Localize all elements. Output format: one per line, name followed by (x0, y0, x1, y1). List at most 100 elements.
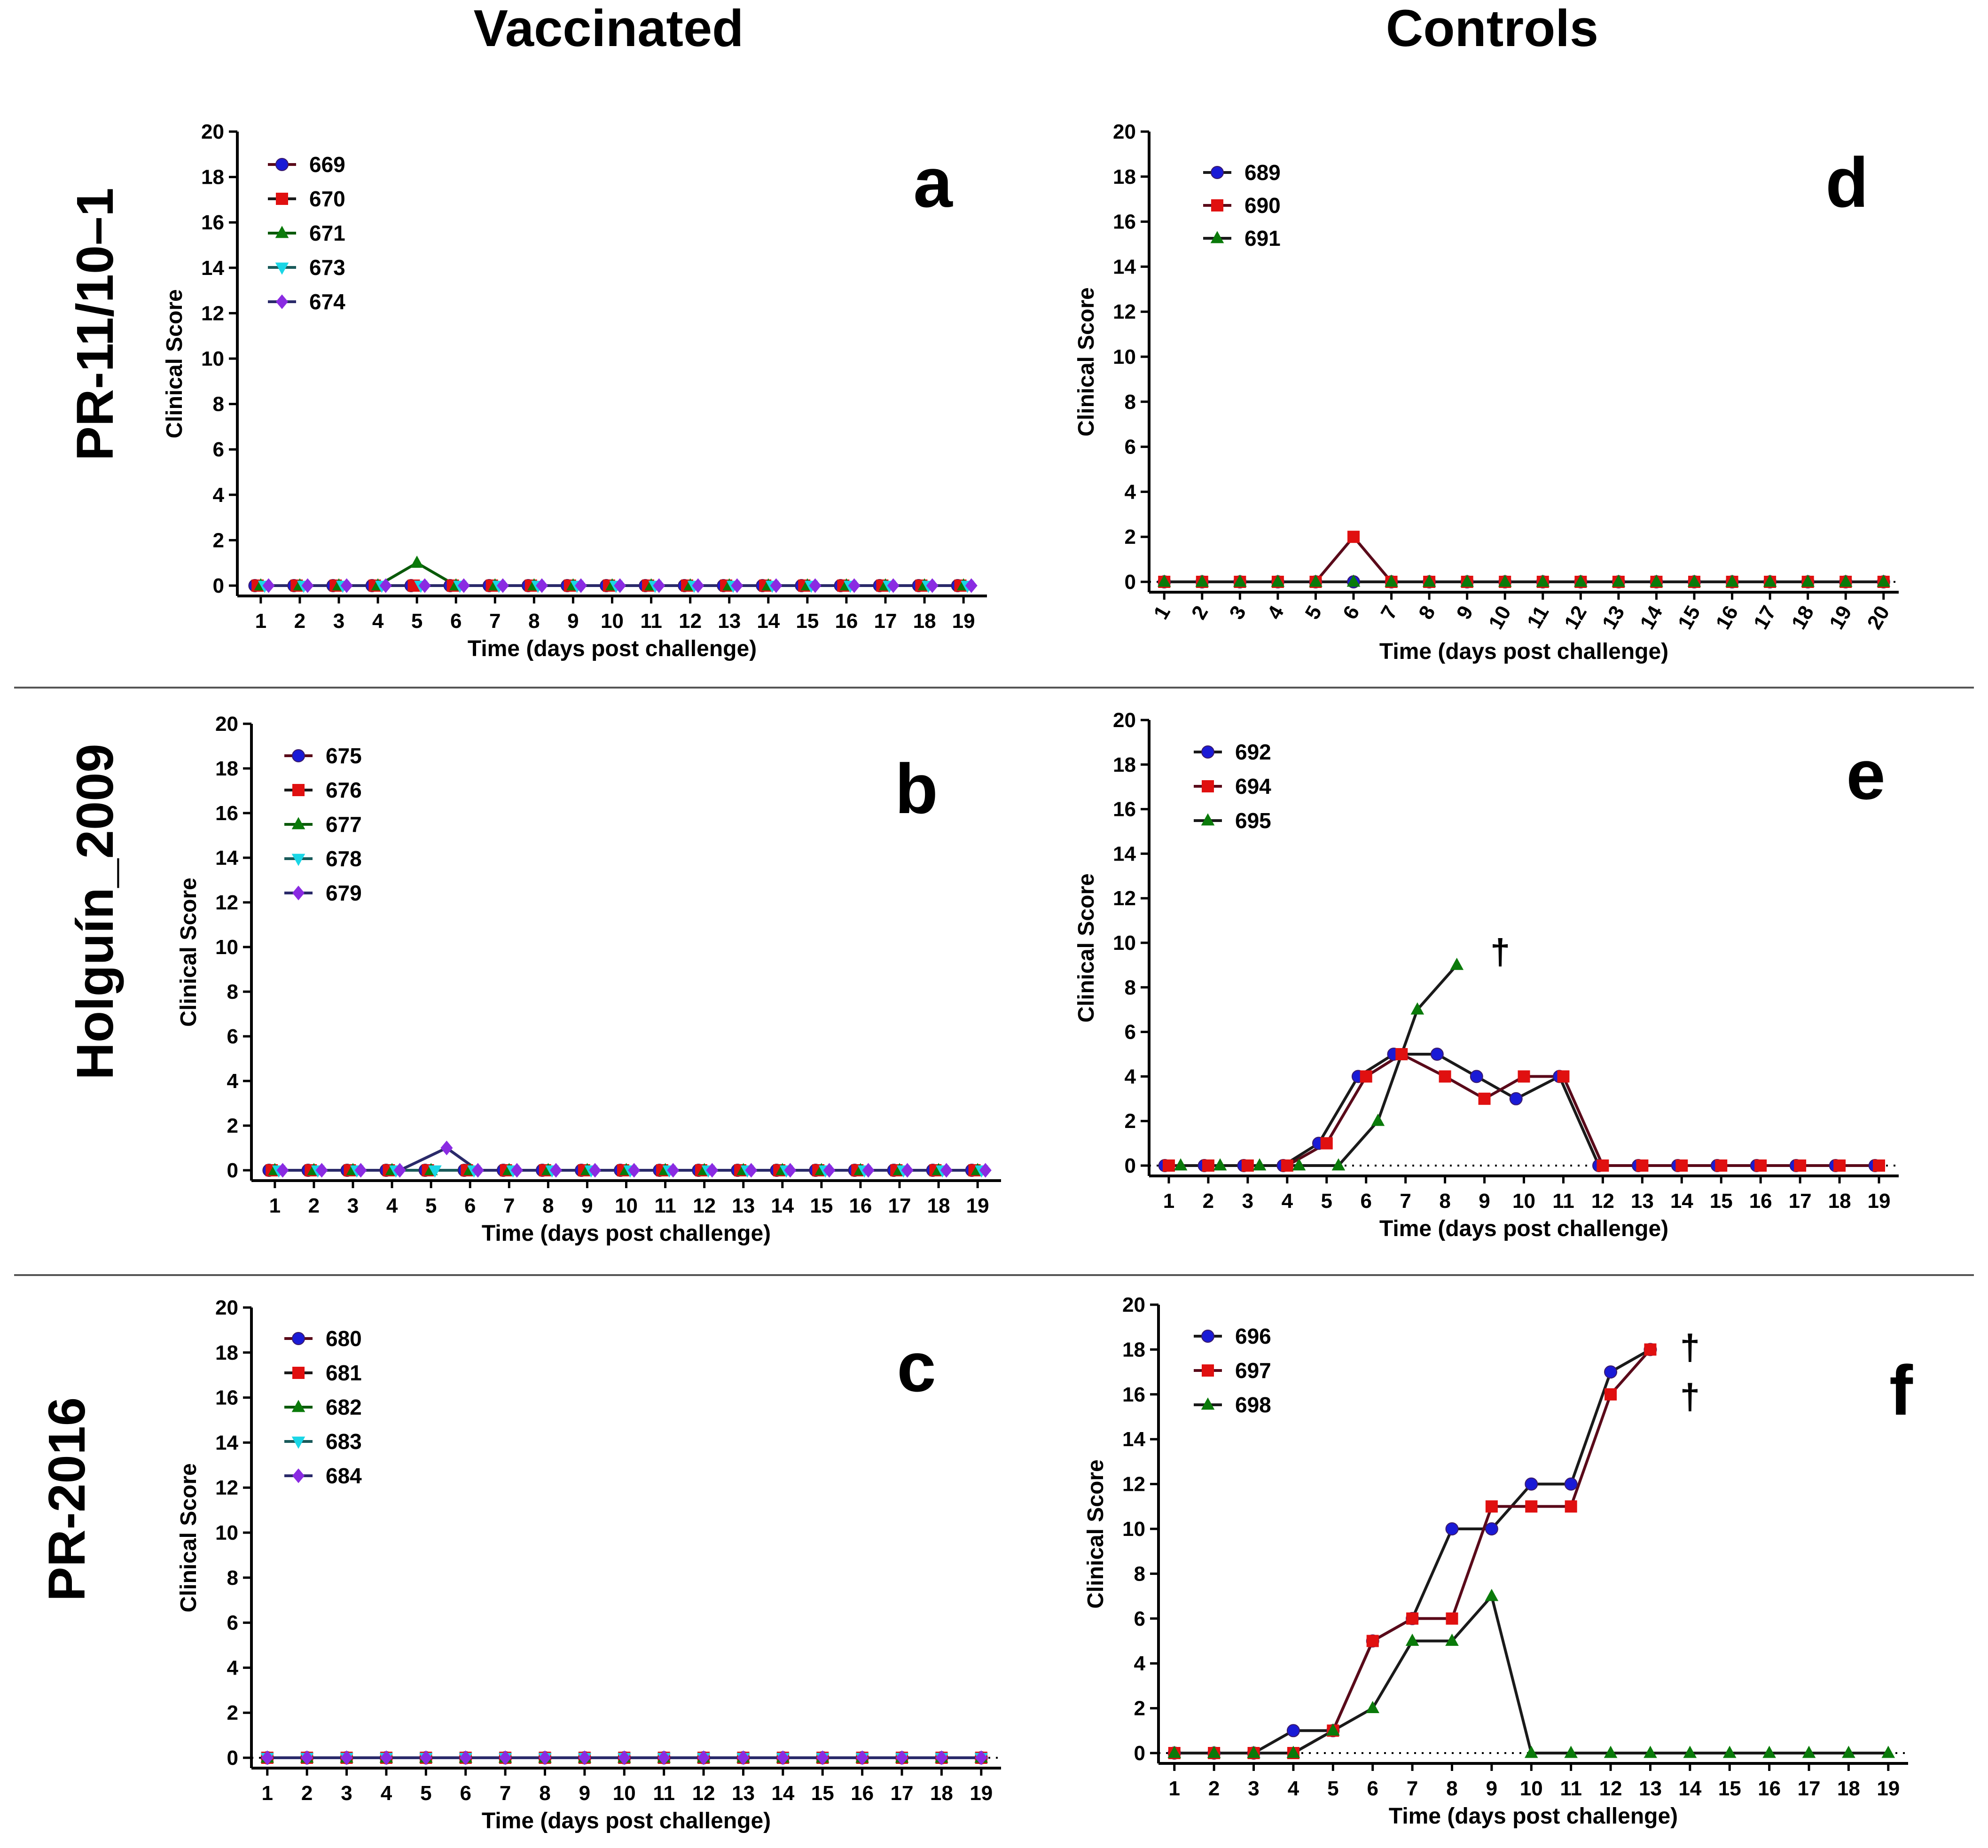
x-tick-label: 7 (503, 1194, 515, 1217)
y-tick-label: 18 (1113, 165, 1136, 188)
y-tick-label: 0 (213, 574, 224, 597)
y-tick-label: 16 (215, 1386, 238, 1409)
x-tick-label: 13 (718, 610, 741, 633)
legend-marker-695 (1201, 813, 1215, 826)
y-tick-label: 2 (213, 529, 224, 552)
x-tick-label: 15 (810, 1194, 833, 1217)
legend-marker-690 (1211, 199, 1223, 211)
data-point-684 (578, 1750, 591, 1765)
data-point-694 (1395, 1048, 1408, 1060)
data-point-698 (1485, 1589, 1499, 1601)
data-point-679 (940, 1163, 953, 1178)
data-point-694 (1202, 1159, 1214, 1172)
data-point-674 (457, 578, 470, 593)
y-tick-label: 4 (1125, 480, 1136, 503)
data-point-684 (935, 1750, 948, 1765)
data-point-698 (1683, 1746, 1697, 1758)
data-point-684 (261, 1750, 274, 1765)
data-point-684 (856, 1750, 869, 1765)
x-tick-label: 14 (1636, 602, 1667, 633)
panel-letter-e: e (1846, 735, 1885, 814)
x-tick-label: 14 (1678, 1777, 1701, 1800)
data-point-691 (1346, 574, 1361, 587)
x-tick-label: 4 (386, 1194, 398, 1217)
data-point-684 (420, 1750, 432, 1765)
x-tick-label: 6 (1367, 1777, 1378, 1800)
legend-label-678: 678 (326, 846, 362, 871)
x-tick-label: 5 (411, 610, 423, 633)
data-point-674 (614, 578, 626, 593)
x-tick-label: 11 (1560, 1777, 1582, 1800)
data-point-671 (410, 556, 424, 568)
data-point-695 (1174, 1158, 1188, 1171)
y-axis-label: Clinical Score (1074, 287, 1099, 436)
y-tick-label: 0 (1125, 571, 1136, 594)
legend-label-675: 675 (326, 744, 362, 768)
x-tick-label: 13 (732, 1782, 755, 1805)
data-point-674 (770, 578, 783, 593)
y-tick-label: 12 (1122, 1473, 1145, 1496)
x-tick-label: 19 (966, 1194, 989, 1217)
data-point-698 (1604, 1746, 1618, 1758)
data-point-679 (393, 1163, 406, 1178)
x-tick-label: 3 (347, 1194, 359, 1217)
x-tick-label: 1 (1163, 1190, 1174, 1213)
legend-label-692: 692 (1235, 740, 1271, 764)
data-point-684 (499, 1750, 512, 1765)
legend-label-691: 691 (1244, 226, 1281, 251)
data-point-679 (276, 1163, 289, 1178)
data-point-698 (1405, 1633, 1419, 1646)
data-point-690 (1347, 531, 1360, 543)
legend-label-698: 698 (1235, 1393, 1271, 1417)
x-tick-label: 9 (579, 1782, 590, 1805)
data-point-684 (816, 1750, 829, 1765)
x-tick-label: 14 (771, 1194, 794, 1217)
x-tick-label: 3 (1242, 1190, 1253, 1213)
y-axis-label: Clinical Score (162, 289, 187, 438)
data-point-698 (1286, 1746, 1300, 1758)
legend-label-695: 695 (1235, 808, 1271, 833)
x-tick-label: 1 (269, 1194, 281, 1217)
legend-marker-698 (1201, 1397, 1215, 1410)
x-tick-label: 8 (1414, 602, 1440, 624)
data-point-679 (471, 1163, 484, 1178)
x-tick-label: 16 (1758, 1777, 1781, 1800)
x-tick-label: 20 (1863, 602, 1894, 634)
data-point-691 (1650, 574, 1663, 587)
data-point-694 (1241, 1159, 1254, 1172)
data-point-697 (1525, 1500, 1538, 1513)
y-tick-label: 0 (1134, 1742, 1145, 1765)
y-tick-label: 0 (227, 1746, 238, 1770)
data-point-674 (965, 578, 978, 593)
x-tick-label: 9 (567, 610, 579, 633)
y-tick-label: 14 (1113, 842, 1136, 865)
data-point-674 (418, 578, 431, 593)
death-marker: † (1680, 1328, 1700, 1368)
x-tick-label: 16 (849, 1194, 872, 1217)
y-tick-label: 4 (1134, 1652, 1146, 1675)
y-axis-label: Clinical Score (176, 1463, 201, 1612)
y-tick-label: 14 (1122, 1428, 1145, 1451)
y-tick-label: 8 (213, 393, 224, 416)
y-tick-label: 16 (1122, 1383, 1145, 1406)
data-point-695 (1410, 1002, 1424, 1015)
data-point-691 (1839, 574, 1853, 587)
y-tick-label: 20 (215, 1296, 238, 1319)
data-point-679 (784, 1163, 797, 1178)
data-point-697 (1565, 1500, 1577, 1513)
data-point-695 (1292, 1158, 1306, 1171)
y-tick-label: 12 (201, 302, 224, 325)
x-tick-label: 7 (489, 610, 501, 633)
data-point-695 (1252, 1158, 1267, 1171)
data-point-698 (1207, 1746, 1221, 1758)
data-point-684 (380, 1750, 392, 1765)
data-point-684 (340, 1750, 353, 1765)
data-point-674 (262, 578, 275, 593)
y-tick-label: 10 (215, 1521, 238, 1544)
data-point-698 (1881, 1746, 1895, 1758)
data-point-698 (1247, 1746, 1260, 1758)
x-tick-label: 16 (851, 1782, 874, 1805)
panel-letter-b: b (895, 749, 938, 828)
x-tick-label: 17 (1749, 602, 1781, 634)
